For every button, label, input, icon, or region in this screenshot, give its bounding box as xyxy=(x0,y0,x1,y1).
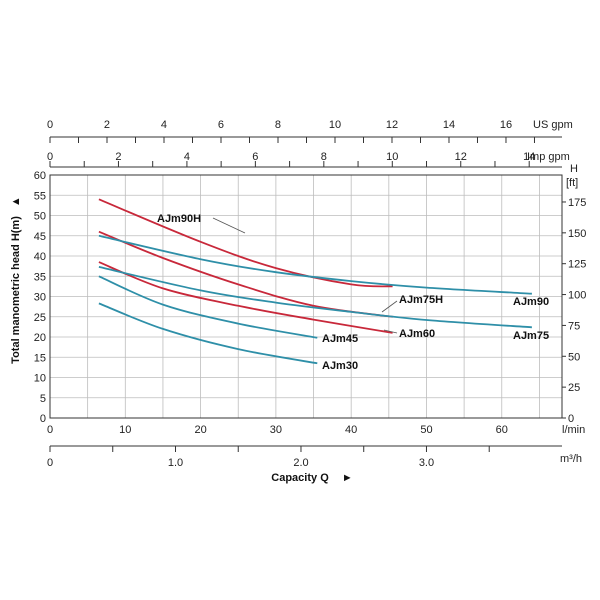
y-tick-label-m: 10 xyxy=(34,373,46,385)
ft-tick-label: 150 xyxy=(568,228,586,240)
lmin-tick-label: 60 xyxy=(496,424,508,436)
series-label-ajm75h: AJm75H xyxy=(399,294,443,306)
lmin-tick-label: 20 xyxy=(194,424,206,436)
series-line-ajm75 xyxy=(98,266,532,329)
usgpm-unit-label: US gpm xyxy=(533,119,573,131)
y-tick-label-m: 20 xyxy=(34,332,46,344)
m3h-tick-label: 1.0 xyxy=(168,457,183,469)
plot-frame xyxy=(49,174,563,419)
series-label-ajm60: AJm60 xyxy=(399,328,435,340)
impgpm-tick-label: 6 xyxy=(252,151,258,163)
ft-tick-label: 50 xyxy=(568,351,580,363)
lmin-tick-label: 40 xyxy=(345,424,357,436)
lmin-unit-label: l/min xyxy=(562,424,585,436)
y-axis-title: Total manometric head H(m) ▲ xyxy=(10,196,22,364)
series-label-ajm30: AJm30 xyxy=(322,360,358,372)
series-leader-ajm75h xyxy=(381,300,398,313)
y-tick-label-m: 45 xyxy=(34,231,46,243)
y-tick-label-m: 25 xyxy=(34,312,46,324)
series-line-ajm45 xyxy=(98,275,318,339)
series-lines xyxy=(98,198,532,365)
usgpm-tick-label: 0 xyxy=(47,119,53,131)
right-axis-unit-h: H xyxy=(570,163,578,175)
usgpm-tick-label: 6 xyxy=(218,119,224,131)
right-axis-unit-ft: [ft] xyxy=(566,177,578,189)
series-line-ajm90h xyxy=(98,198,393,288)
usgpm-tick-label: 14 xyxy=(443,119,455,131)
m3h-tick-label: 0 xyxy=(47,457,53,469)
axes: 051015202530354045505560H[ft]02550751001… xyxy=(34,119,587,469)
impgpm-tick-label: 12 xyxy=(455,151,467,163)
series-labels: AJm90H AJm75H AJm60 AJm90 AJm75 AJm45 AJm30 xyxy=(157,213,549,372)
m3h-tick-label: 3.0 xyxy=(419,457,434,469)
m3h-unit-label: m³/h xyxy=(560,453,582,465)
x-axis-title: Capacity Q ► xyxy=(271,472,352,484)
ft-tick-label: 100 xyxy=(568,290,586,302)
series-label-ajm90: AJm90 xyxy=(513,296,549,308)
y-tick-label-m: 30 xyxy=(34,292,46,304)
impgpm-tick-label: 10 xyxy=(386,151,398,163)
y-tick-label-m: 0 xyxy=(40,413,46,425)
y-tick-label-m: 55 xyxy=(34,190,46,202)
series-label-ajm90h: AJm90H xyxy=(157,213,201,225)
series-line-ajm75h xyxy=(98,230,393,318)
ft-tick-label: 175 xyxy=(568,197,586,209)
impgpm-tick-label: 14 xyxy=(523,151,535,163)
y-tick-label-m: 60 xyxy=(34,170,46,182)
series-line-ajm90 xyxy=(98,234,532,295)
series-label-ajm45: AJm45 xyxy=(322,333,358,345)
impgpm-unit-label: Imp gpm xyxy=(527,151,570,163)
m3h-tick-label: 2.0 xyxy=(293,457,308,469)
usgpm-tick-label: 10 xyxy=(329,119,341,131)
series-line-ajm60 xyxy=(98,261,393,334)
y-tick-label-m: 5 xyxy=(40,393,46,405)
impgpm-tick-label: 4 xyxy=(184,151,190,163)
y-tick-label-m: 40 xyxy=(34,251,46,263)
series-leader-ajm90h xyxy=(212,217,246,234)
series-label-ajm75: AJm75 xyxy=(513,330,549,342)
ft-tick-label: 125 xyxy=(568,259,586,271)
series-leader-ajm60 xyxy=(383,329,398,334)
lmin-tick-label: 0 xyxy=(47,424,53,436)
impgpm-tick-label: 0 xyxy=(47,151,53,163)
ft-tick-label: 25 xyxy=(568,382,580,394)
impgpm-tick-label: 2 xyxy=(115,151,121,163)
usgpm-tick-label: 4 xyxy=(161,119,167,131)
series-line-ajm30 xyxy=(98,302,318,365)
usgpm-tick-label: 16 xyxy=(500,119,512,131)
lmin-tick-label: 30 xyxy=(270,424,282,436)
impgpm-tick-label: 8 xyxy=(321,151,327,163)
y-tick-label-m: 15 xyxy=(34,352,46,364)
usgpm-tick-label: 2 xyxy=(104,119,110,131)
y-tick-label-m: 35 xyxy=(34,271,46,283)
usgpm-tick-label: 8 xyxy=(275,119,281,131)
lmin-tick-label: 10 xyxy=(119,424,131,436)
ft-tick-label: 0 xyxy=(568,413,574,425)
y-tick-label-m: 50 xyxy=(34,211,46,223)
lmin-tick-label: 50 xyxy=(420,424,432,436)
usgpm-tick-label: 12 xyxy=(386,119,398,131)
ft-tick-label: 75 xyxy=(568,320,580,332)
